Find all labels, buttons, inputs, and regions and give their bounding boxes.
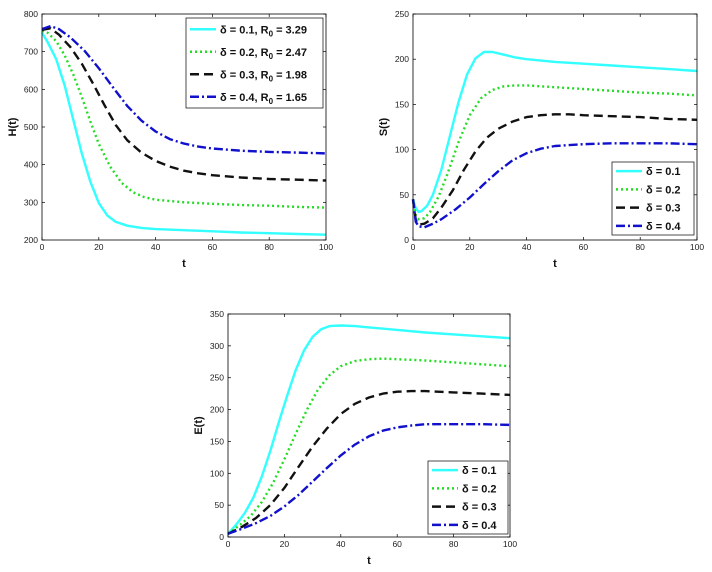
chart2-legend-entry-3: δ = 0.3 (462, 502, 497, 514)
chart0-x-tick-label: 60 (208, 242, 218, 252)
chart2-x-tick-label: 0 (226, 539, 231, 549)
chart2-y-tick-label: 350 (210, 309, 224, 319)
chart0-series-line-3 (41, 27, 327, 182)
chart2-legend-entry-2: δ = 0.2 (462, 483, 497, 495)
chart2-series-line-3 (227, 389, 511, 535)
chart2-series-line-2 (227, 357, 511, 535)
chart0-y-axis-label: H(t) (7, 117, 19, 136)
chart1-legend-entry-3: δ = 0.3 (646, 203, 681, 215)
e-panel: 0 20 40 60 80 100 0 50 100 150 200 250 300 350 t E(t) δ … (193, 309, 517, 567)
chart2-x-tick-label: 100 (503, 539, 517, 549)
chart1-y-axis-label: S(t) (378, 118, 390, 137)
chart0-x-tick-label: 40 (151, 242, 161, 252)
chart2-y-tick-label: 300 (210, 341, 224, 351)
chart1-axes-box (412, 13, 698, 241)
chart2-axes-box (227, 313, 511, 538)
chart1-y-tick-label: 250 (395, 9, 409, 19)
chart2-y-tick-label: 250 (210, 373, 224, 383)
chart0-legend-entry-4: δ = 0.4, R0 = 1.65 (220, 92, 307, 106)
chart1-y-tick-label: 150 (395, 99, 409, 109)
chart2-x-tick-label: 80 (449, 539, 459, 549)
chart2-series-line-1 (227, 324, 511, 535)
chart2-y-tick-label: 50 (215, 500, 225, 510)
chart0-x-axis-label: t (182, 258, 186, 270)
chart0-legend-entry-3: δ = 0.3, R0 = 1.98 (220, 69, 307, 83)
chart0-y-tick-label: 800 (24, 9, 38, 19)
chart1-x-tick-label: 80 (635, 242, 645, 252)
chart1-x-axis-label: t (553, 258, 557, 270)
chart0-series-line-4 (41, 24, 327, 155)
chart2-legend-entry-1: δ = 0.1 (462, 465, 497, 477)
chart2-y-tick-label: 0 (219, 532, 224, 542)
chart1-series-line-2 (411, 84, 698, 221)
chart2-legend-box (427, 460, 509, 535)
chart1-legend-entry-2: δ = 0.2 (646, 184, 681, 196)
chart0-y-tick-label: 300 (24, 197, 38, 207)
h-panel: 0 20 40 60 80 100 200 300 400 500 600 700 800 t H(t) δ … (7, 9, 333, 270)
chart2-x-tick-label: 60 (392, 539, 402, 549)
chart1-x-tick-label: 100 (690, 242, 704, 252)
chart1-legend-box (611, 161, 695, 236)
chart1-series-line-3 (411, 113, 698, 226)
chart1-y-tick-label: 0 (404, 235, 409, 245)
chart1-legend-entry-1: δ = 0.1 (646, 166, 681, 178)
chart1-series-line-4 (411, 142, 698, 229)
chart2-y-axis-label: E(t) (193, 416, 205, 435)
chart2-x-tick-label: 20 (280, 539, 290, 549)
chart0-y-tick-label: 700 (24, 47, 38, 57)
chart1-x-tick-label: 20 (465, 242, 475, 252)
chart0-legend-entry-1: δ = 0.1, R0 = 3.29 (220, 24, 307, 38)
chart1-x-tick-label: 0 (411, 242, 416, 252)
chart0-x-tick-label: 20 (94, 242, 104, 252)
chart0-y-tick-label: 400 (24, 160, 38, 170)
chart1-x-tick-label: 60 (579, 242, 589, 252)
chart1-series-line-1 (411, 50, 698, 214)
chart2-x-tick-label: 40 (336, 539, 346, 549)
chart0-y-tick-label: 600 (24, 84, 38, 94)
chart2-x-axis-label: t (367, 555, 371, 567)
chart1-legend-entry-4: δ = 0.4 (646, 221, 681, 233)
chart1-legend: δ = 0.1 δ = 0.2 δ = 0.3 δ = 0.4 (611, 161, 695, 236)
chart2-y-tick-label: 200 (210, 405, 224, 415)
chart0-y-tick-label: 500 (24, 122, 38, 132)
chart0-x-tick-label: 0 (40, 242, 45, 252)
chart0-x-tick-label: 80 (264, 242, 274, 252)
chart0-legend-box (185, 17, 324, 109)
chart2-legend: δ = 0.1 δ = 0.2 δ = 0.3 δ = 0.4 (427, 460, 509, 535)
chart0-x-tick-label: 100 (319, 242, 333, 252)
chart0-legend-entry-2: δ = 0.2, R0 = 2.47 (220, 47, 307, 61)
chart1-y-tick-label: 50 (400, 190, 410, 200)
chart1-y-tick-label: 200 (395, 54, 409, 64)
chart0-y-tick-label: 200 (24, 235, 38, 245)
chart2-y-tick-label: 100 (210, 468, 224, 478)
chart1-x-tick-label: 40 (522, 242, 532, 252)
chart2-y-tick-label: 150 (210, 436, 224, 446)
chart2-legend-entry-4: δ = 0.4 (462, 520, 497, 532)
chart0-legend: δ = 0.1, R0 = 3.29 δ = 0.2, R0 = 2.47 δ = … (185, 17, 324, 109)
chart0-series-line-1 (40, 32, 327, 236)
chart1-y-tick-label: 100 (395, 145, 409, 155)
